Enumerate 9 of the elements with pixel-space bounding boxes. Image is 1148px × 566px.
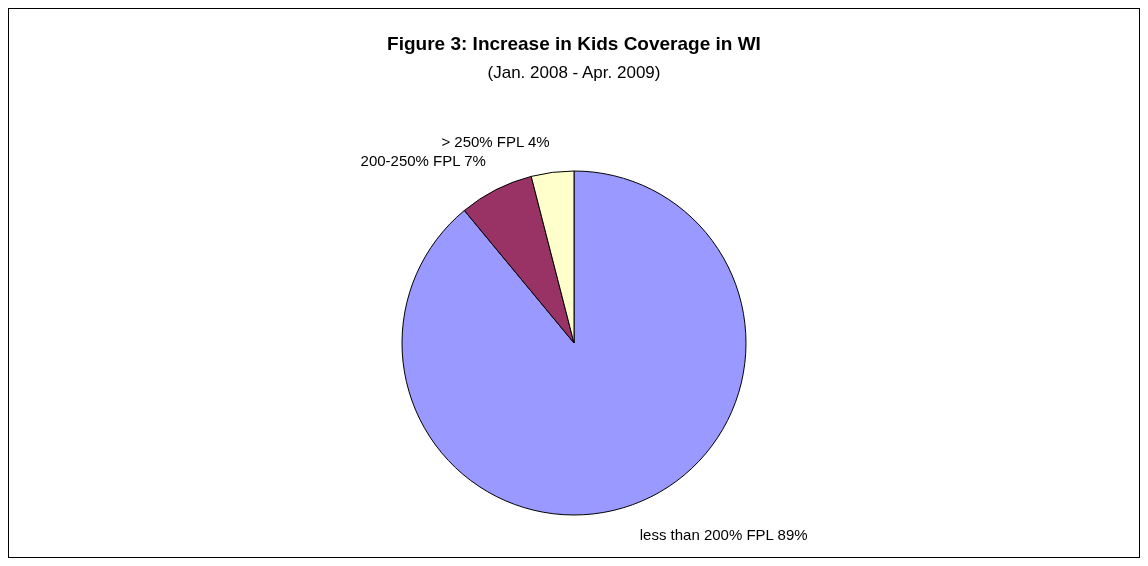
data-label: 4%: [527, 132, 550, 150]
pie-slice: [401, 170, 747, 516]
slice-label: 200-250% FPL: [360, 152, 461, 170]
chart-subtitle: (Jan. 2008 - Apr. 2009): [487, 63, 661, 82]
data-label: 7%: [464, 152, 486, 170]
data-label: 89%: [777, 525, 808, 543]
chart-title: Figure 3: Increase in Kids Coverage in WI: [387, 33, 761, 54]
slice-label: > 250% FPL: [441, 132, 524, 150]
slice-label: less than 200% FPL: [639, 525, 774, 543]
